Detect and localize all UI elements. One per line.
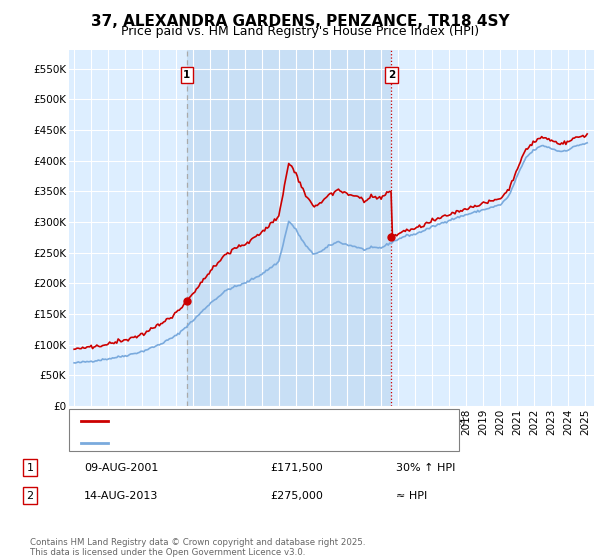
Text: 2: 2 bbox=[388, 70, 395, 80]
Text: £171,500: £171,500 bbox=[270, 463, 323, 473]
Text: 14-AUG-2013: 14-AUG-2013 bbox=[84, 491, 158, 501]
Text: £275,000: £275,000 bbox=[270, 491, 323, 501]
Text: Price paid vs. HM Land Registry's House Price Index (HPI): Price paid vs. HM Land Registry's House … bbox=[121, 25, 479, 38]
Text: Contains HM Land Registry data © Crown copyright and database right 2025.
This d: Contains HM Land Registry data © Crown c… bbox=[30, 538, 365, 557]
Bar bbox=[187, 50, 391, 406]
Text: HPI: Average price, detached house, Cornwall: HPI: Average price, detached house, Corn… bbox=[114, 438, 352, 448]
Text: ≈ HPI: ≈ HPI bbox=[396, 491, 427, 501]
Text: 1: 1 bbox=[26, 463, 34, 473]
Text: 30% ↑ HPI: 30% ↑ HPI bbox=[396, 463, 455, 473]
Text: 09-AUG-2001: 09-AUG-2001 bbox=[84, 463, 158, 473]
Text: 1: 1 bbox=[183, 70, 190, 80]
Text: 37, ALEXANDRA GARDENS, PENZANCE, TR18 4SY: 37, ALEXANDRA GARDENS, PENZANCE, TR18 4S… bbox=[91, 14, 509, 29]
Text: 2: 2 bbox=[26, 491, 34, 501]
Text: 37, ALEXANDRA GARDENS, PENZANCE, TR18 4SY (detached house): 37, ALEXANDRA GARDENS, PENZANCE, TR18 4S… bbox=[114, 416, 466, 426]
